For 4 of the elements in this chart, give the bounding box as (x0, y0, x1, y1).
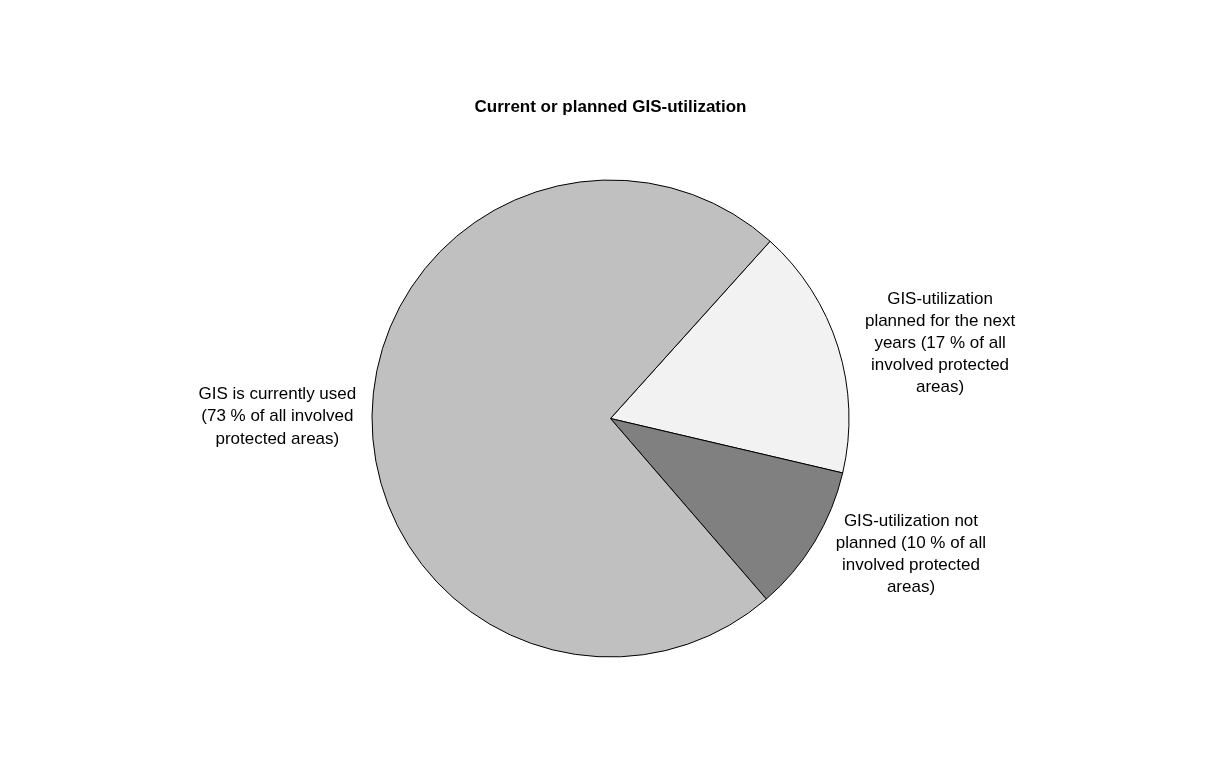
slice-label: GIS-utilization planned for the next years (17 % of all involved protected areas) (864, 288, 1016, 397)
chart-title: Current or planned GIS-utilization (474, 96, 747, 116)
slice-label: GIS-utilization not planned (10 % of all involved protected areas) (835, 510, 987, 597)
slice-label: GIS is currently used (73 % of all involved protected areas) (198, 384, 357, 448)
